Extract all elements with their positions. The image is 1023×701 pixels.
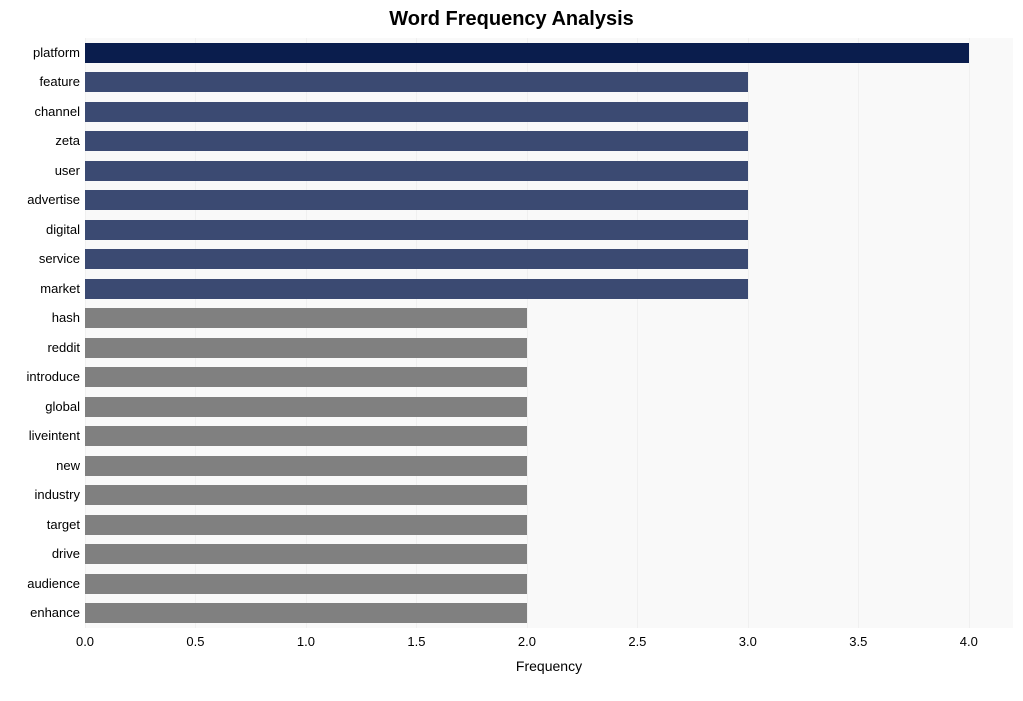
x-tick-label: 2.5: [628, 634, 646, 649]
y-tick-label: service: [0, 252, 80, 266]
bar: [85, 485, 527, 505]
grid-line: [527, 38, 528, 628]
y-tick-label: digital: [0, 223, 80, 237]
bar-row: [85, 544, 527, 564]
y-tick-label: introduce: [0, 370, 80, 384]
chart-title: Word Frequency Analysis: [0, 8, 1023, 31]
bar: [85, 72, 748, 92]
bar: [85, 308, 527, 328]
x-tick-label: 3.0: [739, 634, 757, 649]
y-tick-label: target: [0, 518, 80, 532]
y-tick-label: advertise: [0, 193, 80, 207]
bar: [85, 249, 748, 269]
bar: [85, 515, 527, 535]
bar: [85, 279, 748, 299]
bar-row: [85, 161, 748, 181]
x-tick-label: 2.0: [518, 634, 536, 649]
bar-row: [85, 515, 527, 535]
y-tick-label: enhance: [0, 606, 80, 620]
bar: [85, 367, 527, 387]
bar-row: [85, 249, 748, 269]
y-tick-label: feature: [0, 75, 80, 89]
bar-row: [85, 279, 748, 299]
bar-row: [85, 456, 527, 476]
y-tick-label: drive: [0, 547, 80, 561]
y-tick-label: industry: [0, 488, 80, 502]
bar: [85, 338, 527, 358]
y-tick-label: user: [0, 164, 80, 178]
x-tick-label: 1.5: [407, 634, 425, 649]
bar-row: [85, 574, 527, 594]
grid-line: [85, 38, 86, 628]
y-tick-label: global: [0, 400, 80, 414]
bar-row: [85, 72, 748, 92]
bar: [85, 102, 748, 122]
bar: [85, 544, 527, 564]
bar: [85, 161, 748, 181]
bar-row: [85, 367, 527, 387]
grid-line: [969, 38, 970, 628]
bar: [85, 397, 527, 417]
x-tick-label: 3.5: [849, 634, 867, 649]
y-tick-label: hash: [0, 311, 80, 325]
grid-line: [195, 38, 196, 628]
bar-row: [85, 220, 748, 240]
grid-line: [748, 38, 749, 628]
x-tick-label: 1.0: [297, 634, 315, 649]
bar-row: [85, 308, 527, 328]
bar: [85, 456, 527, 476]
y-tick-label: reddit: [0, 341, 80, 355]
grid-line: [306, 38, 307, 628]
bar: [85, 220, 748, 240]
bar-row: [85, 131, 748, 151]
x-tick-label: 0.0: [76, 634, 94, 649]
bar: [85, 190, 748, 210]
bar: [85, 131, 748, 151]
x-axis-label: Frequency: [85, 658, 1013, 674]
y-tick-label: channel: [0, 105, 80, 119]
y-tick-label: liveintent: [0, 429, 80, 443]
grid-line: [637, 38, 638, 628]
y-tick-label: audience: [0, 577, 80, 591]
bar-row: [85, 338, 527, 358]
bar-row: [85, 43, 969, 63]
bar: [85, 426, 527, 446]
bar-row: [85, 603, 527, 623]
bar: [85, 574, 527, 594]
grid-line: [416, 38, 417, 628]
bar-row: [85, 102, 748, 122]
bar-row: [85, 397, 527, 417]
chart-container: Word Frequency Analysis Frequency platfo…: [0, 0, 1023, 701]
x-tick-label: 4.0: [960, 634, 978, 649]
y-tick-label: platform: [0, 46, 80, 60]
bar-row: [85, 485, 527, 505]
plot-area: [85, 38, 1013, 628]
grid-line: [858, 38, 859, 628]
bar: [85, 603, 527, 623]
bar: [85, 43, 969, 63]
y-tick-label: new: [0, 459, 80, 473]
y-tick-label: zeta: [0, 134, 80, 148]
y-tick-label: market: [0, 282, 80, 296]
bar-row: [85, 426, 527, 446]
x-tick-label: 0.5: [186, 634, 204, 649]
bar-row: [85, 190, 748, 210]
